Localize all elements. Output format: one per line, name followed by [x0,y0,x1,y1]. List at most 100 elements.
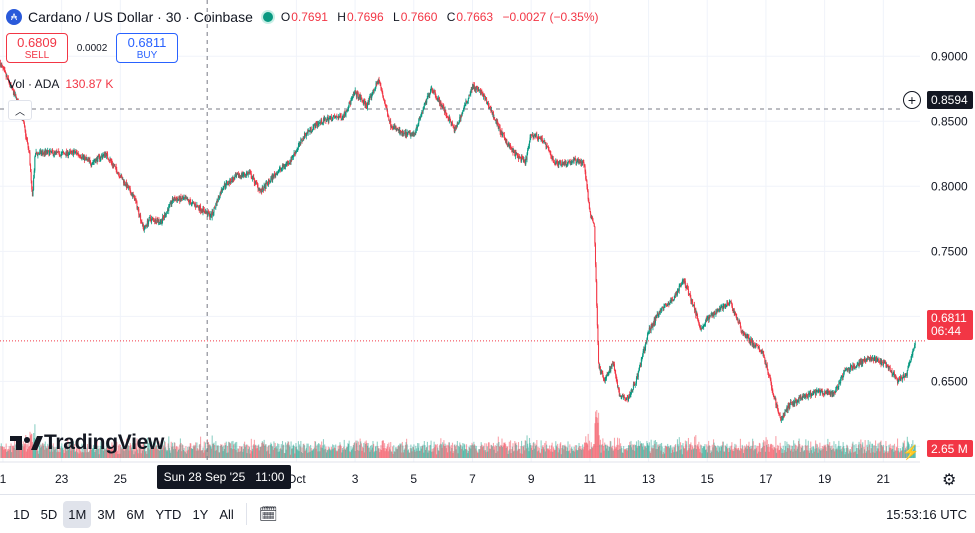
candle-body [778,412,780,414]
candle-body [336,116,338,117]
candle-body [785,410,787,412]
candle-body [86,158,88,160]
range-3m[interactable]: 3M [97,506,116,522]
range-1y[interactable]: 1Y [192,506,209,522]
volume-bar [766,439,768,458]
range-ytd[interactable]: YTD [155,506,182,522]
range-5d[interactable]: 5D [40,506,58,522]
volume-bar [463,443,465,458]
candle-body [201,210,203,213]
range-1d[interactable]: 1D [13,506,30,522]
volume-bar [884,451,886,458]
candle-body [45,150,47,153]
volume-bar [217,445,219,458]
volume-bar [336,450,339,458]
gear-icon[interactable]: ⚙ [942,472,957,489]
candle-body [651,325,653,326]
candle-body [476,88,478,90]
candle-body [314,122,316,129]
candle-body [387,111,389,117]
candle-body [229,178,231,183]
candle-body [351,98,353,101]
volume-bar [419,450,421,458]
candle-body [313,124,315,126]
lightning-icon[interactable]: ⚡ [902,444,920,460]
candle-body [184,197,186,199]
candle-body [779,414,781,418]
volume-bar [857,448,859,458]
candle-body [672,299,674,301]
volume-bar [369,445,372,458]
volume-bar [207,443,209,458]
volume-bar [591,447,594,458]
candle-body [886,364,888,367]
ohlc-close-value: 0.7663 [456,10,494,24]
volume-bar [791,445,793,458]
volume-legend[interactable]: Vol · ADA 130.87 K [8,77,113,91]
candle-body [723,304,725,307]
candle-body [876,358,878,361]
candle-body [749,339,751,342]
volume-bar [509,449,511,458]
volume-bar [810,441,812,458]
candle-body [692,304,694,306]
tradingview-watermark[interactable]: TradingView [10,431,164,455]
volume-bar [536,451,539,458]
candle-body [325,121,327,122]
time-tick-label: 25 [114,472,128,486]
utc-clock[interactable]: 15:53:16 UTC [886,507,967,522]
candle-body [236,174,238,177]
range-1m[interactable]: 1M [63,500,92,528]
candle-body [151,218,153,222]
volume-bar [502,445,504,458]
candle-body [806,396,808,398]
price-chart[interactable]: 0.90000.85000.80000.75000.70000.65000.60… [0,0,975,495]
candle-body [146,225,148,227]
price-tick-label: 0.8000 [931,179,968,193]
volume-bar [398,446,400,458]
candle-body [171,198,173,203]
volume-bar [300,452,303,458]
candle-body [618,387,620,390]
volume-bar [249,453,251,458]
volume-bar [506,446,508,458]
volume-bar [692,446,694,458]
volume-bar [296,446,298,458]
ohlc-open-value: 0.7691 [291,10,328,24]
symbol-title[interactable]: Cardano / US Dollar · 30 · Coinbase [28,9,253,25]
volume-bar [52,443,54,458]
volume-bar [787,443,789,458]
range-all[interactable]: All [219,506,234,522]
volume-bar [421,445,424,458]
candle-body [623,395,625,397]
candle-body [567,161,569,165]
add-alert-plus-icon[interactable]: + [903,91,921,109]
volume-bar [261,442,263,458]
candle-body [427,95,429,97]
buy-button[interactable]: 0.6811 BUY [116,33,178,63]
candle-body [774,396,776,400]
volume-bar [669,445,671,458]
volume-bar [407,450,409,458]
collapse-legend-button[interactable]: ︿ [8,100,32,120]
candle-body [209,213,211,218]
candle-body [742,331,744,334]
candle-body [335,116,337,117]
volume-bar [100,441,102,458]
candle-body [432,90,434,92]
sell-button[interactable]: 0.6809 SELL [6,33,68,63]
candle-body [865,359,867,362]
calendar-icon[interactable]: 🗓 [258,506,278,523]
volume-bar [604,442,606,458]
range-6m[interactable]: 6M [126,506,145,522]
volume-bar [42,442,44,458]
time-tick-label: Oct [287,472,306,486]
candle-body [448,117,450,122]
volume-bar [74,444,76,458]
volume-bar [674,445,676,458]
volume-bar [585,442,587,458]
candle-body [637,371,639,377]
volume-bar [436,454,438,458]
candle-body [247,173,249,176]
volume-bar [870,448,872,458]
